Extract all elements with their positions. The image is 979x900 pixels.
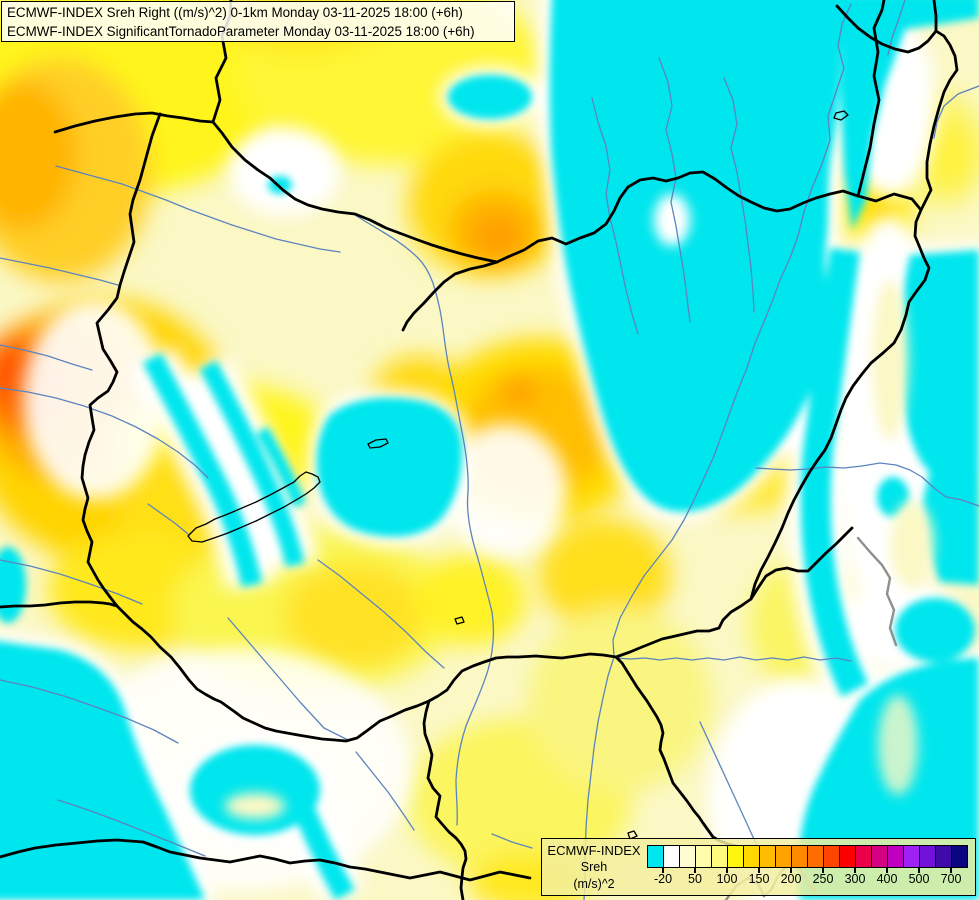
legend-tick-label: 150 bbox=[748, 872, 770, 886]
legend-tick-mark bbox=[790, 868, 792, 873]
legend-color-cell bbox=[855, 845, 872, 868]
legend-color-cell bbox=[871, 845, 888, 868]
legend-color-cell bbox=[887, 845, 904, 868]
legend-tick-mark bbox=[822, 868, 824, 873]
legend-box: ECMWF-INDEX Sreh (m/s)^2 -20 50 100 150 200 2… bbox=[541, 838, 976, 896]
legend-tick-label: 250 bbox=[812, 872, 834, 886]
legend-color-cell bbox=[919, 845, 936, 868]
lakes bbox=[187, 110, 849, 840]
legend-color-cell bbox=[935, 845, 952, 868]
legend-tick-label: -20 bbox=[653, 872, 673, 886]
country-borders bbox=[0, 0, 959, 900]
legend-color-cell bbox=[807, 845, 824, 868]
legend-color-cell bbox=[903, 845, 920, 868]
legend-color-cell bbox=[695, 845, 712, 868]
legend-color-cell bbox=[775, 845, 792, 868]
legend-tick-label: 500 bbox=[908, 872, 930, 886]
legend-tick-label: 100 bbox=[716, 872, 738, 886]
legend-tick-mark bbox=[886, 868, 888, 873]
legend-tick-label: 50 bbox=[688, 872, 702, 886]
legend-tick-label: 400 bbox=[876, 872, 898, 886]
legend-tick-label: 200 bbox=[780, 872, 802, 886]
legend-color-cell bbox=[743, 845, 760, 868]
legend-color-cell bbox=[647, 845, 664, 868]
legend-color-cell bbox=[679, 845, 696, 868]
legend-color-cell bbox=[951, 845, 968, 868]
legend-color-cell bbox=[823, 845, 840, 868]
lake-outline bbox=[187, 471, 321, 543]
legend-tick-label: 700 bbox=[940, 872, 962, 886]
legend-product-label: ECMWF-INDEX bbox=[547, 843, 641, 858]
legend-tick-mark bbox=[758, 868, 760, 873]
legend-tick-mark bbox=[726, 868, 728, 873]
legend-color-cell bbox=[711, 845, 728, 868]
legend-color-cell bbox=[839, 845, 856, 868]
legend-tick-mark bbox=[918, 868, 920, 873]
legend-color-bar bbox=[647, 845, 968, 868]
title-box: ECMWF-INDEX Sreh Right ((m/s)^2) 0-1km M… bbox=[1, 1, 515, 42]
legend-tick-mark bbox=[854, 868, 856, 873]
cream-patches bbox=[225, 194, 934, 819]
legend-tick-mark bbox=[662, 868, 664, 873]
legend-text: ECMWF-INDEX Sreh (m/s)^2 bbox=[542, 842, 646, 893]
legend-color-cell bbox=[759, 845, 776, 868]
legend-tick-mark bbox=[950, 868, 952, 873]
legend-color-cell bbox=[663, 845, 680, 868]
legend-units-label: (m/s)^2 bbox=[573, 877, 615, 891]
legend-color-cell bbox=[791, 845, 808, 868]
title-line-2: ECMWF-INDEX SignificantTornadoParameter … bbox=[7, 24, 475, 39]
legend-tick-label: 300 bbox=[844, 872, 866, 886]
legend-parameter-label: Sreh bbox=[580, 860, 608, 874]
legend-tick-mark bbox=[694, 868, 696, 873]
title-line-1: ECMWF-INDEX Sreh Right ((m/s)^2) 0-1km M… bbox=[7, 5, 463, 20]
legend-color-cell bbox=[727, 845, 744, 868]
